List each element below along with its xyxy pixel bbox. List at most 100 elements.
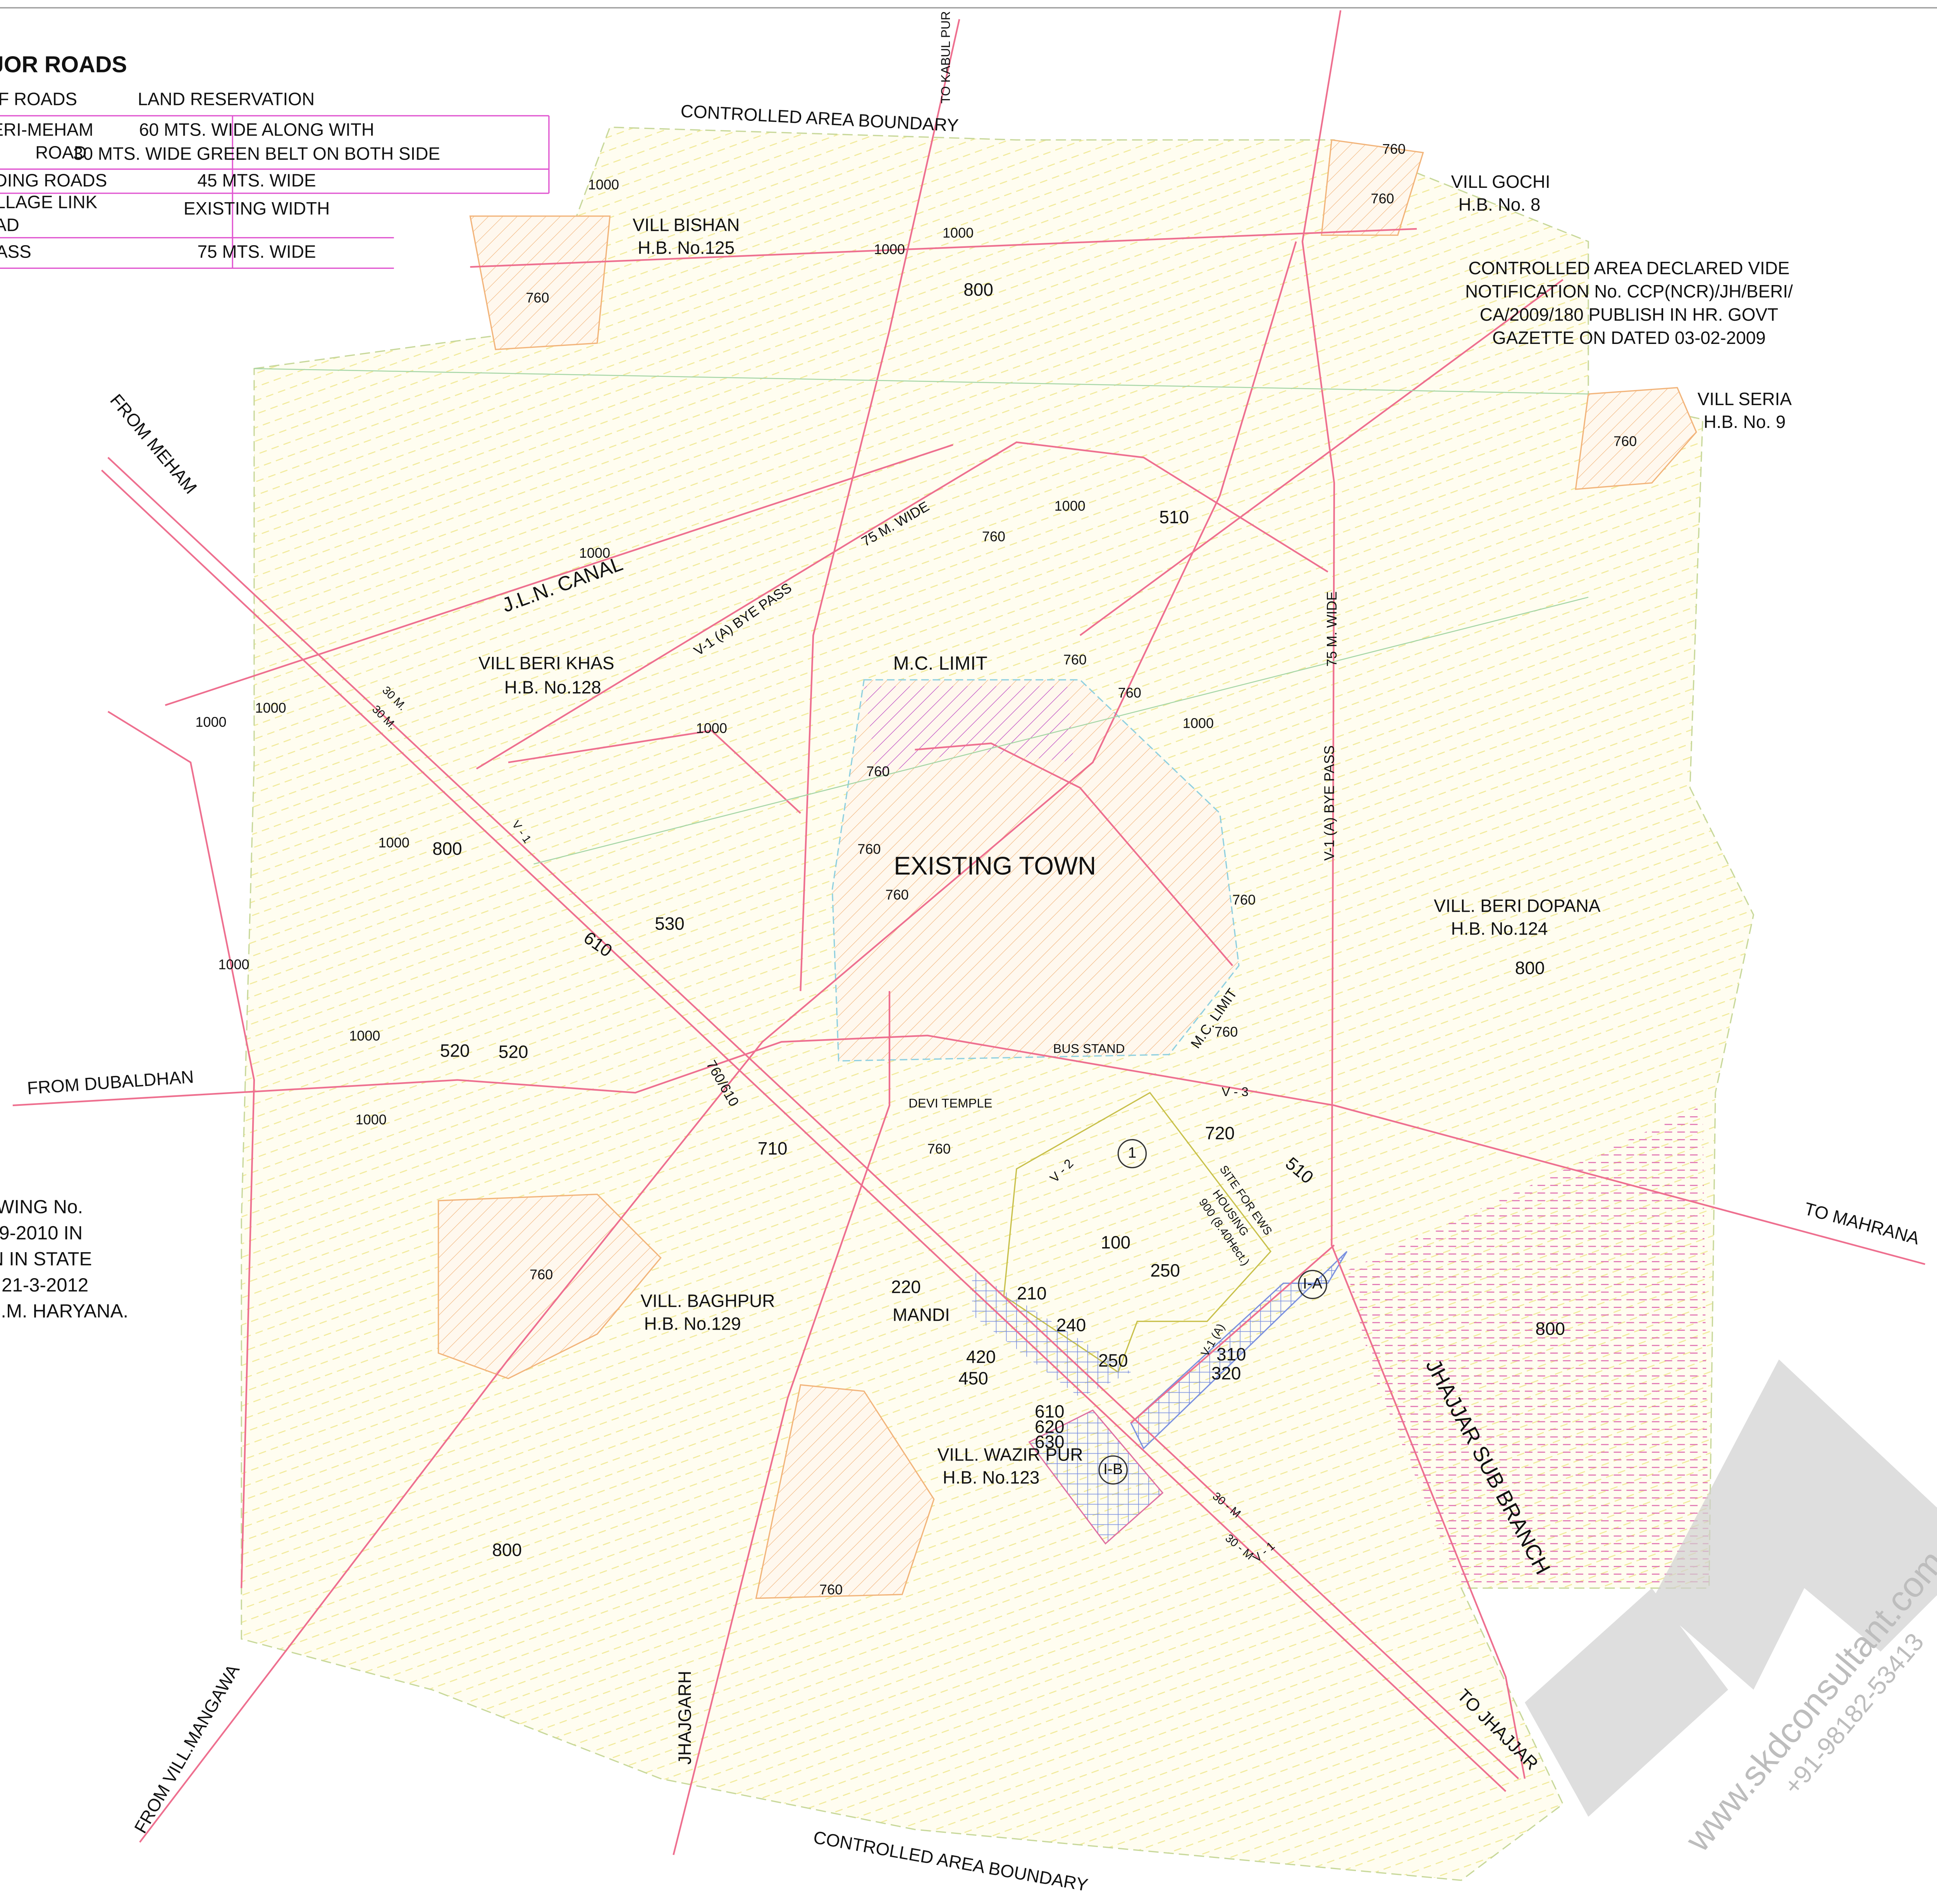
zone-code: 100 bbox=[1101, 1232, 1131, 1253]
notification-line: CONTROLLED AREA DECLARED VIDE bbox=[1468, 258, 1789, 278]
marker-label: 1 bbox=[1128, 1144, 1137, 1161]
drawing-note: HELD ON 21-3-2012 bbox=[0, 1274, 88, 1296]
map-label: VILL. BAGHPUR bbox=[640, 1291, 775, 1311]
zone-code: 760 bbox=[927, 1141, 951, 1156]
zone-code: 800 bbox=[963, 280, 993, 300]
map-label: H.B. No.124 bbox=[1451, 919, 1548, 939]
map: IS FOR MAJOR ROADS NAME OF ROADS LAND RESE… bbox=[0, 0, 1937, 1902]
legend-road-name: Y PASS bbox=[0, 241, 31, 261]
zone-code: 760 bbox=[1382, 141, 1405, 157]
map-label: V-1 (A) BYE PASS bbox=[1321, 745, 1337, 861]
zone-code: 800 bbox=[492, 1540, 522, 1560]
zone-code: 1000 bbox=[1183, 715, 1214, 731]
zone-code: 760 bbox=[866, 763, 889, 779]
map-label: DEVI TEMPLE bbox=[908, 1096, 992, 1110]
zone-code: 250 bbox=[1098, 1351, 1128, 1371]
legend-header: LAND RESERVATION bbox=[138, 89, 315, 109]
map-label: BUS STAND bbox=[1053, 1041, 1125, 1055]
zone-code: 800 bbox=[432, 839, 462, 859]
zone-code: 800 bbox=[1535, 1319, 1565, 1339]
map-label: H.B. No.123 bbox=[943, 1467, 1039, 1487]
map-label: FROM DUBALDHAN bbox=[26, 1066, 194, 1098]
zone-code: 1000 bbox=[349, 1028, 380, 1043]
drawing-note: -2010/06-9-2010 IN bbox=[0, 1222, 83, 1244]
zone-code: 530 bbox=[655, 913, 685, 933]
zone-code: 1000 bbox=[218, 957, 249, 973]
zone-code: 1000 bbox=[943, 225, 974, 241]
zone-code: 760 bbox=[886, 887, 909, 902]
map-label: H.B. No. 9 bbox=[1704, 412, 1786, 432]
legend-title: IS FOR MAJOR ROADS bbox=[0, 52, 127, 77]
marker-label: I-B bbox=[1103, 1461, 1123, 1478]
map-label: VILL BERI KHAS bbox=[478, 653, 614, 673]
zone-code: 760 bbox=[982, 528, 1005, 544]
zone-code: 220 bbox=[891, 1277, 921, 1297]
map-label: MANDI bbox=[893, 1305, 950, 1325]
zone-code: 320 bbox=[1211, 1363, 1241, 1383]
legend-reservation: 75 MTS. WIDE bbox=[198, 241, 316, 261]
drawing-note: IN DRAWING No. bbox=[0, 1196, 83, 1218]
map-label: TO KABUL PUR bbox=[938, 11, 953, 104]
zone-code: 760 bbox=[819, 1581, 843, 1597]
map-label: H.B. No.129 bbox=[644, 1314, 741, 1334]
map-label: JHAJGARH bbox=[674, 1671, 695, 1765]
zone-code: 520 bbox=[440, 1040, 470, 1060]
zone-code: 1000 bbox=[874, 241, 905, 257]
zone-code: 1000 bbox=[579, 545, 610, 561]
map-label: H.B. No.125 bbox=[638, 237, 735, 258]
map-label: EXISTING TOWN bbox=[894, 852, 1096, 880]
zone-code: 760 bbox=[857, 841, 881, 857]
zone-code: 510 bbox=[1159, 507, 1189, 527]
zone-code: 1000 bbox=[378, 835, 409, 851]
zone-code: 210 bbox=[1017, 1283, 1047, 1303]
zone-code: 800 bbox=[1515, 958, 1545, 978]
zone-code: 720 bbox=[1205, 1123, 1235, 1143]
zone-code: 760 bbox=[1118, 685, 1141, 701]
drawing-note: ON TAKEN IN STATE bbox=[0, 1248, 92, 1270]
zone-code: 760 bbox=[1214, 1024, 1238, 1040]
zone-code: 630 bbox=[1035, 1432, 1065, 1452]
zone-code: 450 bbox=[958, 1368, 988, 1388]
map-label: H.B. No.128 bbox=[504, 677, 601, 697]
zone-code: 420 bbox=[966, 1347, 996, 1367]
zone-code: 250 bbox=[1150, 1260, 1180, 1280]
zone-code: 760 bbox=[1232, 892, 1256, 907]
zone-code: 1000 bbox=[588, 177, 619, 192]
map-label: FROM VILL.MANGAWA bbox=[130, 1661, 243, 1837]
notification-line: GAZETTE ON DATED 03-02-2009 bbox=[1492, 328, 1766, 348]
vill-bishan bbox=[470, 216, 610, 349]
zone-code: 760 bbox=[1614, 433, 1637, 449]
map-label: TO MAHRANA bbox=[1802, 1198, 1922, 1248]
zone-code: 520 bbox=[499, 1042, 528, 1062]
zone-code: 240 bbox=[1056, 1315, 1086, 1335]
legend-reservation: 45 MTS. WIDE bbox=[198, 170, 316, 191]
page: IS FOR MAJOR ROADS NAME OF ROADS LAND RESE… bbox=[0, 0, 1937, 1904]
map-label: H.B. No. 8 bbox=[1458, 194, 1540, 215]
map-label: 75 M. WIDE bbox=[1324, 591, 1340, 667]
zone-code: 760 bbox=[1063, 652, 1087, 668]
legend-road-name: XISTING VILLAGE LINK bbox=[0, 192, 98, 212]
legend-road-name: OAD bbox=[0, 215, 19, 235]
zone-code: 310 bbox=[1216, 1344, 1246, 1364]
zone-code: 760 bbox=[530, 1266, 553, 1282]
zone-code: 760 bbox=[1371, 191, 1394, 206]
map-label: VILL BISHAN bbox=[633, 215, 740, 235]
legend-header: NAME OF ROADS bbox=[0, 89, 77, 109]
zone-code: 1000 bbox=[356, 1112, 387, 1127]
legend-reservation: EXISTING WIDTH bbox=[184, 198, 330, 218]
zone-code: 1000 bbox=[255, 700, 286, 716]
notification-line: NOTIFICATION No. CCP(NCR)/JH/BERI/ bbox=[1465, 281, 1793, 301]
zone-code: 1000 bbox=[696, 720, 727, 736]
map-label: V - 3 bbox=[1222, 1084, 1249, 1099]
legend-road-name: HAJJAR-BERI-MEHAM bbox=[0, 119, 93, 139]
map-label: VILL SERIA bbox=[1698, 389, 1792, 409]
zone-code: 1000 bbox=[195, 714, 226, 730]
west-road bbox=[108, 711, 254, 1588]
legend-reservation: 60 MTS. WIDE ALONG WITH bbox=[139, 119, 374, 139]
map-label: M.C. LIMIT bbox=[893, 653, 987, 674]
zone-code: 710 bbox=[758, 1138, 788, 1158]
notification-line: CA/2009/180 PUBLISH IN HR. GOVT bbox=[1480, 304, 1779, 325]
zone-code: 760 bbox=[526, 290, 549, 306]
legend-reservation: 30 MTS. WIDE GREEN BELT ON BOTH SIDE bbox=[73, 144, 440, 164]
map-label: VILL GOCHI bbox=[1451, 172, 1550, 192]
